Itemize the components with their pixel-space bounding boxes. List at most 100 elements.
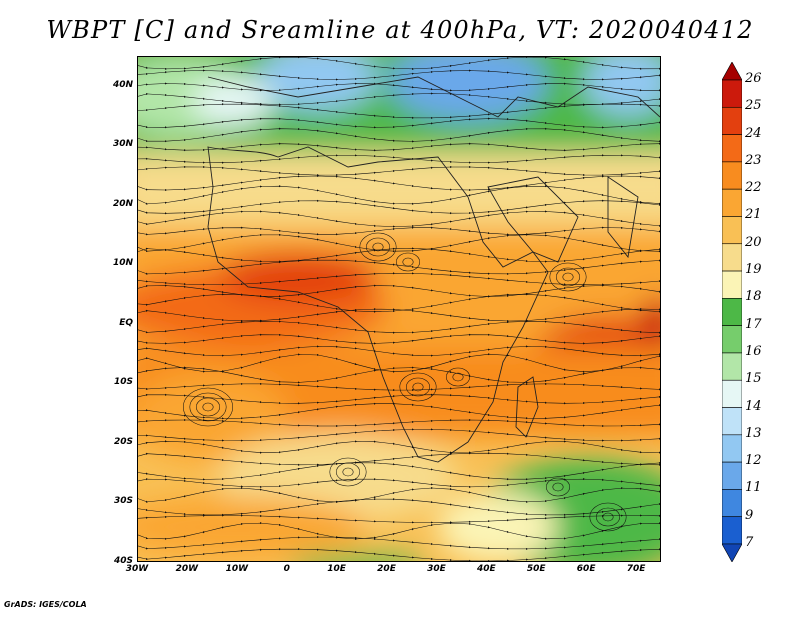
streamline bbox=[138, 154, 660, 164]
streamline bbox=[138, 127, 660, 143]
colorbar-bottom-arrow bbox=[722, 543, 742, 562]
streamline-vortex bbox=[556, 267, 580, 287]
streamline-vortex bbox=[366, 237, 390, 257]
colorbar-label: 13 bbox=[745, 425, 762, 441]
colorbar-segment bbox=[722, 161, 742, 190]
latitude-label: 40N bbox=[112, 79, 133, 90]
latitude-label: 20S bbox=[113, 436, 133, 447]
streamline-vortex bbox=[402, 257, 414, 267]
longitude-label: 10W bbox=[225, 564, 249, 574]
colorbar-segment bbox=[722, 325, 742, 354]
longitude-label: 30E bbox=[427, 564, 446, 574]
longitude-label: 10E bbox=[327, 564, 346, 574]
streamline bbox=[138, 247, 660, 263]
longitude-label: 20W bbox=[175, 564, 199, 574]
colorbar-label: 12 bbox=[745, 453, 762, 469]
streamline-vortex bbox=[562, 272, 574, 282]
colorbar-segment bbox=[722, 216, 742, 245]
colorbar-segment bbox=[722, 298, 742, 326]
streamline bbox=[138, 307, 660, 323]
streamline bbox=[138, 440, 660, 454]
streamline-vortex bbox=[342, 467, 354, 477]
streamline bbox=[138, 486, 660, 504]
latitude-label: 10N bbox=[112, 258, 133, 269]
latitude-label: 30N bbox=[112, 139, 133, 150]
longitude-label: 20E bbox=[377, 564, 396, 574]
longitude-label: 40E bbox=[476, 564, 496, 574]
streamline-vortex bbox=[412, 382, 424, 392]
streamline bbox=[138, 69, 660, 81]
chart-title: WBPT [C] and Sreamline at 400hPa, VT: 20… bbox=[46, 16, 754, 44]
streamline-vortex bbox=[196, 397, 220, 417]
colorbar-label: 21 bbox=[745, 207, 762, 223]
colorbar-segment bbox=[722, 407, 742, 436]
colorbar-segment bbox=[722, 352, 742, 381]
colorbar-label: 7 bbox=[745, 535, 754, 550]
streamline-vortex bbox=[406, 377, 430, 397]
streamline-vortex bbox=[202, 402, 214, 412]
latitude-label: 40S bbox=[113, 556, 133, 566]
colorbar-label: 14 bbox=[745, 398, 762, 414]
colorbar-segment bbox=[722, 379, 742, 408]
colorbar-label: 18 bbox=[745, 289, 762, 305]
streamline bbox=[138, 210, 660, 228]
colorbar-label: 24 bbox=[745, 125, 762, 141]
colorbar-segment bbox=[722, 188, 742, 217]
streamline bbox=[138, 521, 660, 541]
colorbar-label: 15 bbox=[745, 371, 762, 387]
streamline-vortex bbox=[399, 372, 437, 402]
latitude-label: 20N bbox=[112, 198, 133, 209]
colorbar-segment bbox=[722, 516, 742, 545]
map-panel bbox=[137, 56, 661, 562]
longitude-label: 60E bbox=[576, 564, 596, 574]
streamline-vortex bbox=[602, 512, 614, 522]
latitude-label: 30S bbox=[113, 496, 133, 507]
latitude-label: 10S bbox=[113, 377, 133, 388]
streamline-vortex bbox=[596, 507, 620, 527]
streamline bbox=[138, 366, 660, 384]
colorbar-label: 25 bbox=[745, 98, 762, 114]
pale-cell-south-east bbox=[438, 492, 558, 561]
streamline-vortex bbox=[183, 387, 233, 427]
longitude-label: 0 bbox=[283, 564, 290, 574]
colorbar-segment bbox=[722, 243, 742, 272]
streamline-vortex bbox=[589, 502, 627, 532]
colorbar-label: 20 bbox=[745, 234, 762, 250]
streamline bbox=[138, 117, 660, 129]
streamline bbox=[138, 57, 660, 71]
longitude-label: 50E bbox=[526, 564, 546, 574]
streamline bbox=[138, 402, 660, 420]
colorbar-segment bbox=[722, 461, 742, 490]
latitude-label: EQ bbox=[119, 317, 133, 328]
colorbar-label: 11 bbox=[745, 480, 762, 496]
map-canvas bbox=[138, 57, 660, 561]
colorbar-label: 17 bbox=[745, 316, 762, 332]
streamline-vortex bbox=[396, 252, 420, 272]
streamline-vortex bbox=[372, 242, 384, 252]
streamline-vortex bbox=[552, 482, 564, 492]
longitude-label: 30W bbox=[125, 564, 149, 574]
colorbar-label: 9 bbox=[745, 507, 754, 523]
streamline bbox=[138, 333, 660, 345]
colorbar-segment bbox=[722, 79, 742, 108]
streamline-vortex bbox=[189, 392, 227, 422]
colorbar-segment bbox=[722, 270, 742, 299]
streamline bbox=[138, 259, 660, 276]
streamline bbox=[138, 418, 660, 428]
colorbar bbox=[722, 62, 742, 562]
colorbar-label: 16 bbox=[745, 343, 762, 359]
colorbar-label: 22 bbox=[745, 180, 762, 196]
streamline-vortex bbox=[546, 477, 570, 497]
colorbar-segment bbox=[722, 134, 742, 163]
longitude-label: 70E bbox=[626, 564, 646, 574]
colorbar-segment bbox=[722, 106, 742, 135]
streamline bbox=[138, 284, 660, 298]
colorbar-label: 19 bbox=[745, 262, 762, 278]
streamline-vortex bbox=[549, 262, 587, 292]
footer-credit: GrADS: IGES/COLA bbox=[4, 600, 87, 609]
colorbar-label: 23 bbox=[745, 152, 762, 168]
streamline bbox=[138, 320, 660, 334]
streamline-vortex bbox=[336, 462, 360, 482]
streamline bbox=[138, 382, 660, 392]
streamline-vortex bbox=[329, 457, 367, 487]
